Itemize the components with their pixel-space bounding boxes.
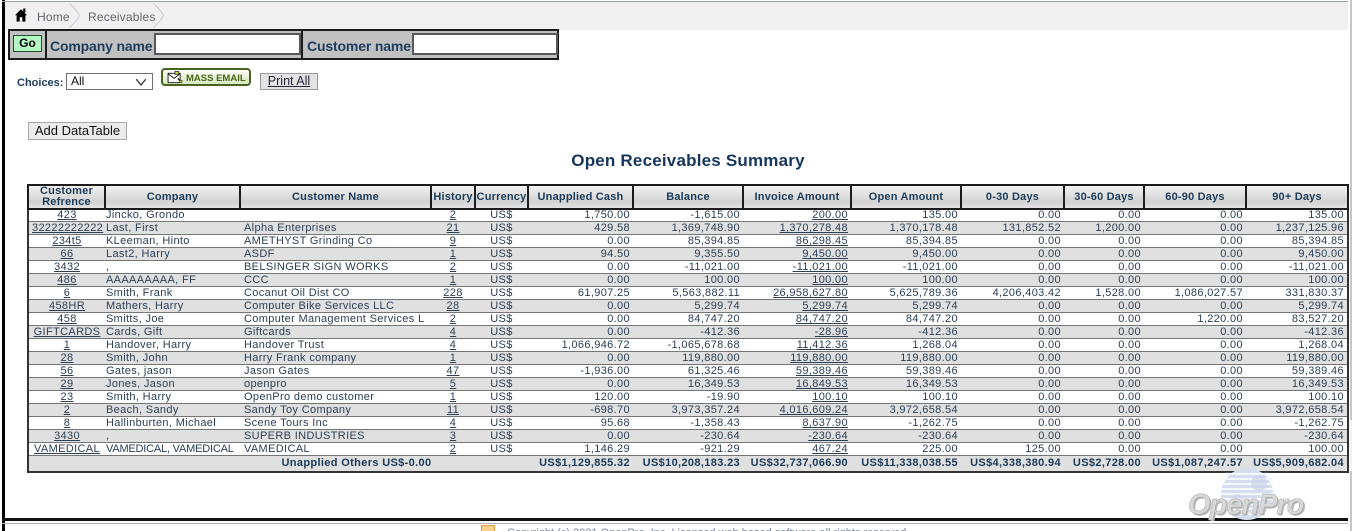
svg-text:OpenPro: OpenPro: [1188, 489, 1304, 521]
svg-text:OpenPro: OpenPro: [1190, 491, 1306, 522]
svg-text:OpenPro: OpenPro: [1188, 489, 1304, 521]
